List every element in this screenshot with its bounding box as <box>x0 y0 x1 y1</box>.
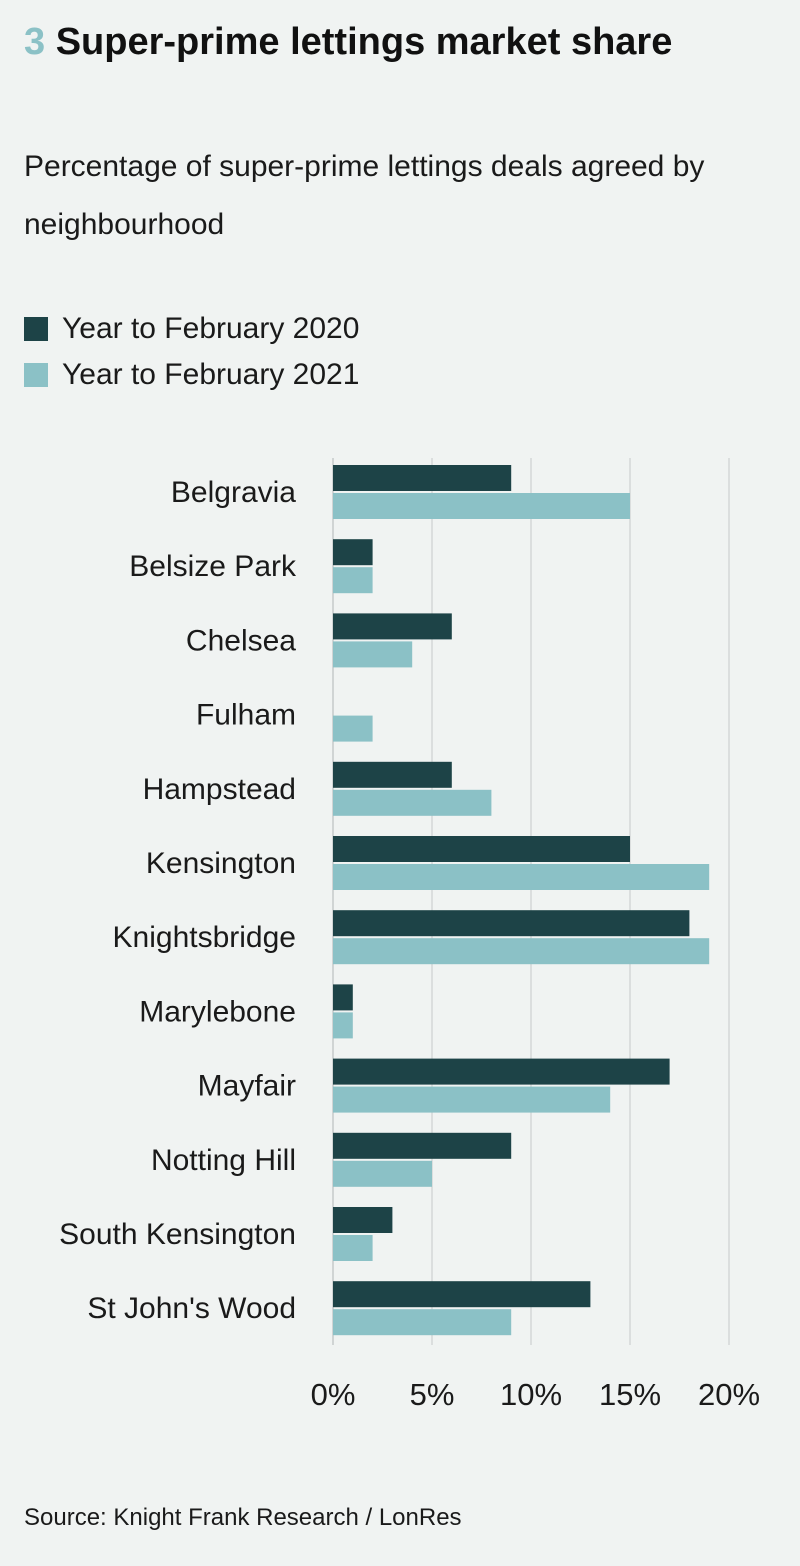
bar-marylebone-2021 <box>333 1012 353 1039</box>
bar-knightsbridge-2020 <box>333 910 690 937</box>
x-tick-label: 5% <box>410 1377 455 1412</box>
bar-kensington-2021 <box>333 864 710 890</box>
category-label: St John's Wood <box>87 1292 296 1325</box>
legend-swatch-2020 <box>24 317 48 341</box>
category-label: Fulham <box>196 699 296 732</box>
bar-notting-hill-2020 <box>333 1132 512 1159</box>
legend-label-2020: Year to February 2020 <box>62 312 360 345</box>
category-labels: Belgravia Belsize Park Chelsea Fulham Hampst… <box>59 476 297 1325</box>
x-tick-label: 0% <box>311 1377 356 1412</box>
bar-st-john-s-wood-2020 <box>333 1281 591 1308</box>
x-axis-tick-labels: 0% 5% 10% 15% 20% <box>311 1377 760 1412</box>
bar-belsize-park-2020 <box>333 539 373 566</box>
category-label: Marylebone <box>139 995 296 1028</box>
chart-title-text: Super-prime lettings market share <box>55 21 673 63</box>
bar-st-john-s-wood-2021 <box>333 1309 512 1336</box>
bar-belsize-park-2021 <box>333 567 373 594</box>
category-label: Chelsea <box>186 624 296 657</box>
legend-label-2021: Year to February 2021 <box>62 358 360 391</box>
category-label: Kensington <box>146 847 296 880</box>
bar-belgravia-2021 <box>333 493 630 519</box>
bar-kensington-2020 <box>333 836 630 862</box>
category-label: Belsize Park <box>129 550 297 583</box>
bar-hampstead-2020 <box>333 761 452 788</box>
bar-knightsbridge-2021 <box>333 938 710 965</box>
bar-south-kensington-2021 <box>333 1235 373 1261</box>
chart-title: 3 Super-prime lettings market share <box>24 10 784 74</box>
source-note: Source: Knight Frank Research / LonRes <box>24 1504 462 1531</box>
chart-number: 3 <box>24 21 46 63</box>
bar-chart: Belgravia Belsize Park Chelsea Fulham Hampst… <box>59 458 760 1412</box>
bar-notting-hill-2021 <box>333 1160 432 1187</box>
category-label: South Kensington <box>59 1218 296 1251</box>
x-tick-label: 15% <box>599 1377 661 1412</box>
grid-lines <box>332 458 730 1345</box>
category-label: Belgravia <box>171 476 296 509</box>
bar-chelsea-2020 <box>333 613 452 640</box>
chart-subtitle: Percentage of super-prime lettings deals… <box>24 150 705 241</box>
legend-item-2020: Year to February 2020 <box>24 306 359 352</box>
legend-item-2021: Year to February 2021 <box>24 352 359 398</box>
bar-chelsea-2021 <box>333 641 413 668</box>
x-tick-label: 10% <box>500 1377 562 1412</box>
category-label: Hampstead <box>143 773 296 806</box>
x-tick-label: 20% <box>698 1377 760 1412</box>
legend-swatch-2021 <box>24 363 48 387</box>
bar-hampstead-2021 <box>333 789 492 816</box>
bar-south-kensington-2020 <box>333 1207 393 1233</box>
category-label: Mayfair <box>198 1070 296 1103</box>
category-label: Knightsbridge <box>113 921 296 954</box>
bar-mayfair-2021 <box>333 1086 611 1113</box>
bars <box>333 465 710 1336</box>
bar-marylebone-2020 <box>333 984 353 1011</box>
category-label: Notting Hill <box>151 1144 296 1177</box>
bar-belgravia-2020 <box>333 465 512 491</box>
legend: Year to February 2020 Year to February 2… <box>24 306 359 398</box>
bar-mayfair-2020 <box>333 1058 670 1085</box>
bar-fulham-2021 <box>333 715 373 742</box>
